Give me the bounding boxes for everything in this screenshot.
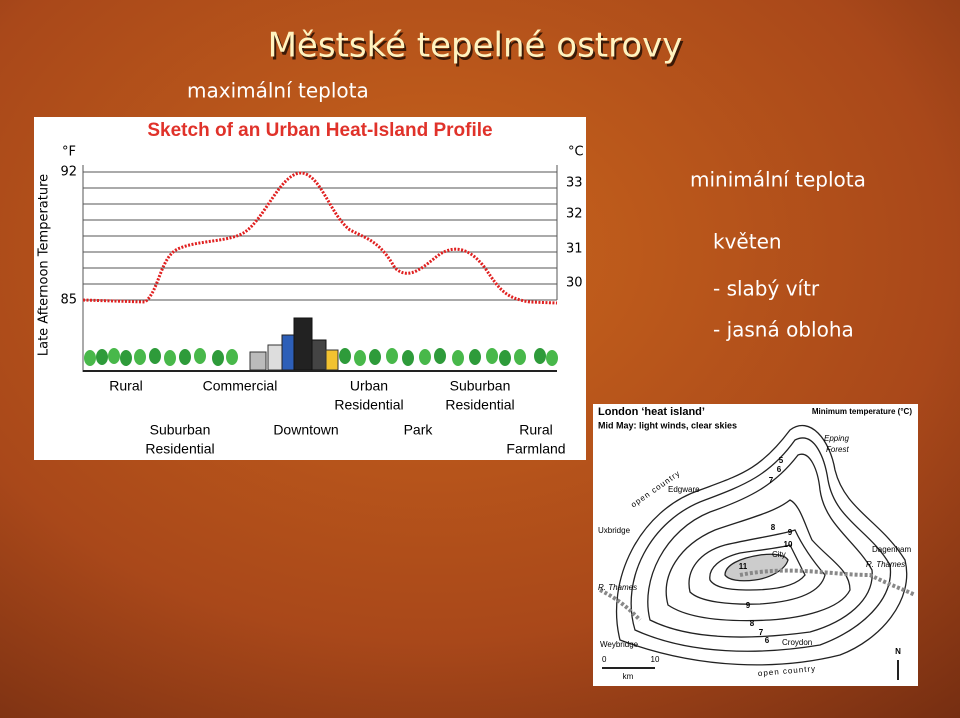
isotherm-label: 8 (771, 523, 776, 532)
zone-label: Suburban (150, 422, 211, 438)
river (599, 568, 916, 622)
figure-bg (593, 404, 918, 686)
unit: °C (568, 145, 584, 160)
title-shadow: Městské tepelné ostrovy (270, 29, 685, 69)
tree (419, 349, 431, 365)
tree (452, 350, 464, 366)
isotherm-label: 6 (777, 465, 782, 474)
zone-label: Commercial (203, 378, 278, 394)
place-label: Edgware (668, 485, 700, 494)
tree (469, 349, 481, 365)
max-label: maximální teplota (187, 79, 369, 103)
c-tick: 31 (566, 242, 583, 257)
place-label: Croydon (782, 638, 812, 647)
scale-label: 10 (651, 655, 660, 664)
scale-label: km (623, 672, 634, 681)
tree (212, 350, 224, 366)
tree (84, 350, 96, 366)
c-tick: 32 (566, 207, 583, 222)
zone-label: Urban (350, 378, 388, 394)
place-label: Weybridge (600, 640, 639, 649)
tree (149, 348, 161, 364)
place-label: Dagenham (872, 545, 911, 554)
tree (402, 350, 414, 366)
tree (179, 349, 191, 365)
isotherm-label: 5 (779, 456, 784, 465)
title: Městské tepelné ostrovy (268, 26, 683, 66)
isotherm-label: 10 (784, 540, 793, 549)
tree (434, 348, 446, 364)
profile-title: Sketch of an Urban Heat-Island Profile (147, 120, 492, 141)
tree (339, 348, 351, 364)
tree (354, 350, 366, 366)
place-label: Epping (824, 434, 849, 443)
temperature-profile (82, 171, 558, 305)
buildings (249, 317, 339, 371)
zone-label: Suburban (450, 378, 511, 394)
note: - jasná obloha (713, 318, 854, 342)
profile-figure: Sketch of an Urban Heat-Island Profile °… (34, 117, 586, 460)
tree (96, 349, 108, 365)
c-tick: 33 (566, 176, 583, 191)
trees (84, 348, 558, 366)
isotherm-label: 9 (746, 601, 751, 610)
isotherm-label: 9 (788, 528, 793, 537)
map-legend: Minimum temperature (°C) (812, 407, 912, 416)
place-label: R. Thames (598, 583, 637, 592)
tree (514, 349, 526, 365)
unit: °F (62, 145, 76, 160)
zone-label: Residential (334, 397, 403, 413)
place-label: Uxbridge (598, 526, 631, 535)
zone-label: Rural (109, 378, 142, 394)
note: květen (713, 230, 782, 254)
min-label: minimální teplota (690, 168, 866, 192)
f-tick: 92 (60, 165, 77, 180)
map-subtitle: Mid May: light winds, clear skies (598, 420, 737, 430)
zone-label: Park (404, 422, 434, 438)
figure-bg (34, 117, 586, 460)
tree (546, 350, 558, 366)
tree (134, 349, 146, 365)
tree (534, 348, 546, 364)
zone-label: Rural (519, 422, 552, 438)
tree (486, 348, 498, 364)
tree (369, 349, 381, 365)
isotherm-label: 7 (769, 476, 774, 485)
isotherm-label: 7 (759, 628, 764, 637)
tree (108, 348, 120, 364)
place-label: Forest (826, 445, 849, 454)
north: N (895, 647, 901, 656)
isotherm-label: 6 (765, 636, 770, 645)
tree (386, 348, 398, 364)
zone-label: Downtown (273, 422, 338, 438)
scale-label: 0 (602, 655, 607, 664)
zone-label: Farmland (506, 441, 565, 457)
place-label: R. Thames (866, 560, 905, 569)
grid (82, 165, 558, 372)
isotherm-label: 11 (739, 562, 748, 571)
zone-label: Residential (145, 441, 214, 457)
map-title: London ‘heat island’ (598, 406, 705, 418)
y-axis-title: Late Afternoon Temperature (37, 174, 52, 356)
place-label: City (772, 550, 786, 559)
tree (499, 350, 511, 366)
c-tick: 30 (566, 276, 583, 291)
isotherm-label: 8 (750, 619, 755, 628)
tree (120, 350, 132, 366)
map-figure: London ‘heat island’ Mid May: light winds… (593, 404, 918, 686)
note: - slabý vítr (713, 277, 820, 301)
zone-label: Residential (445, 397, 514, 413)
tree (226, 349, 238, 365)
tree (164, 350, 176, 366)
f-tick: 85 (60, 293, 77, 308)
zone-labels: Rural Commercial Urban Residential Suburban R… (109, 378, 565, 457)
tree (194, 348, 206, 364)
